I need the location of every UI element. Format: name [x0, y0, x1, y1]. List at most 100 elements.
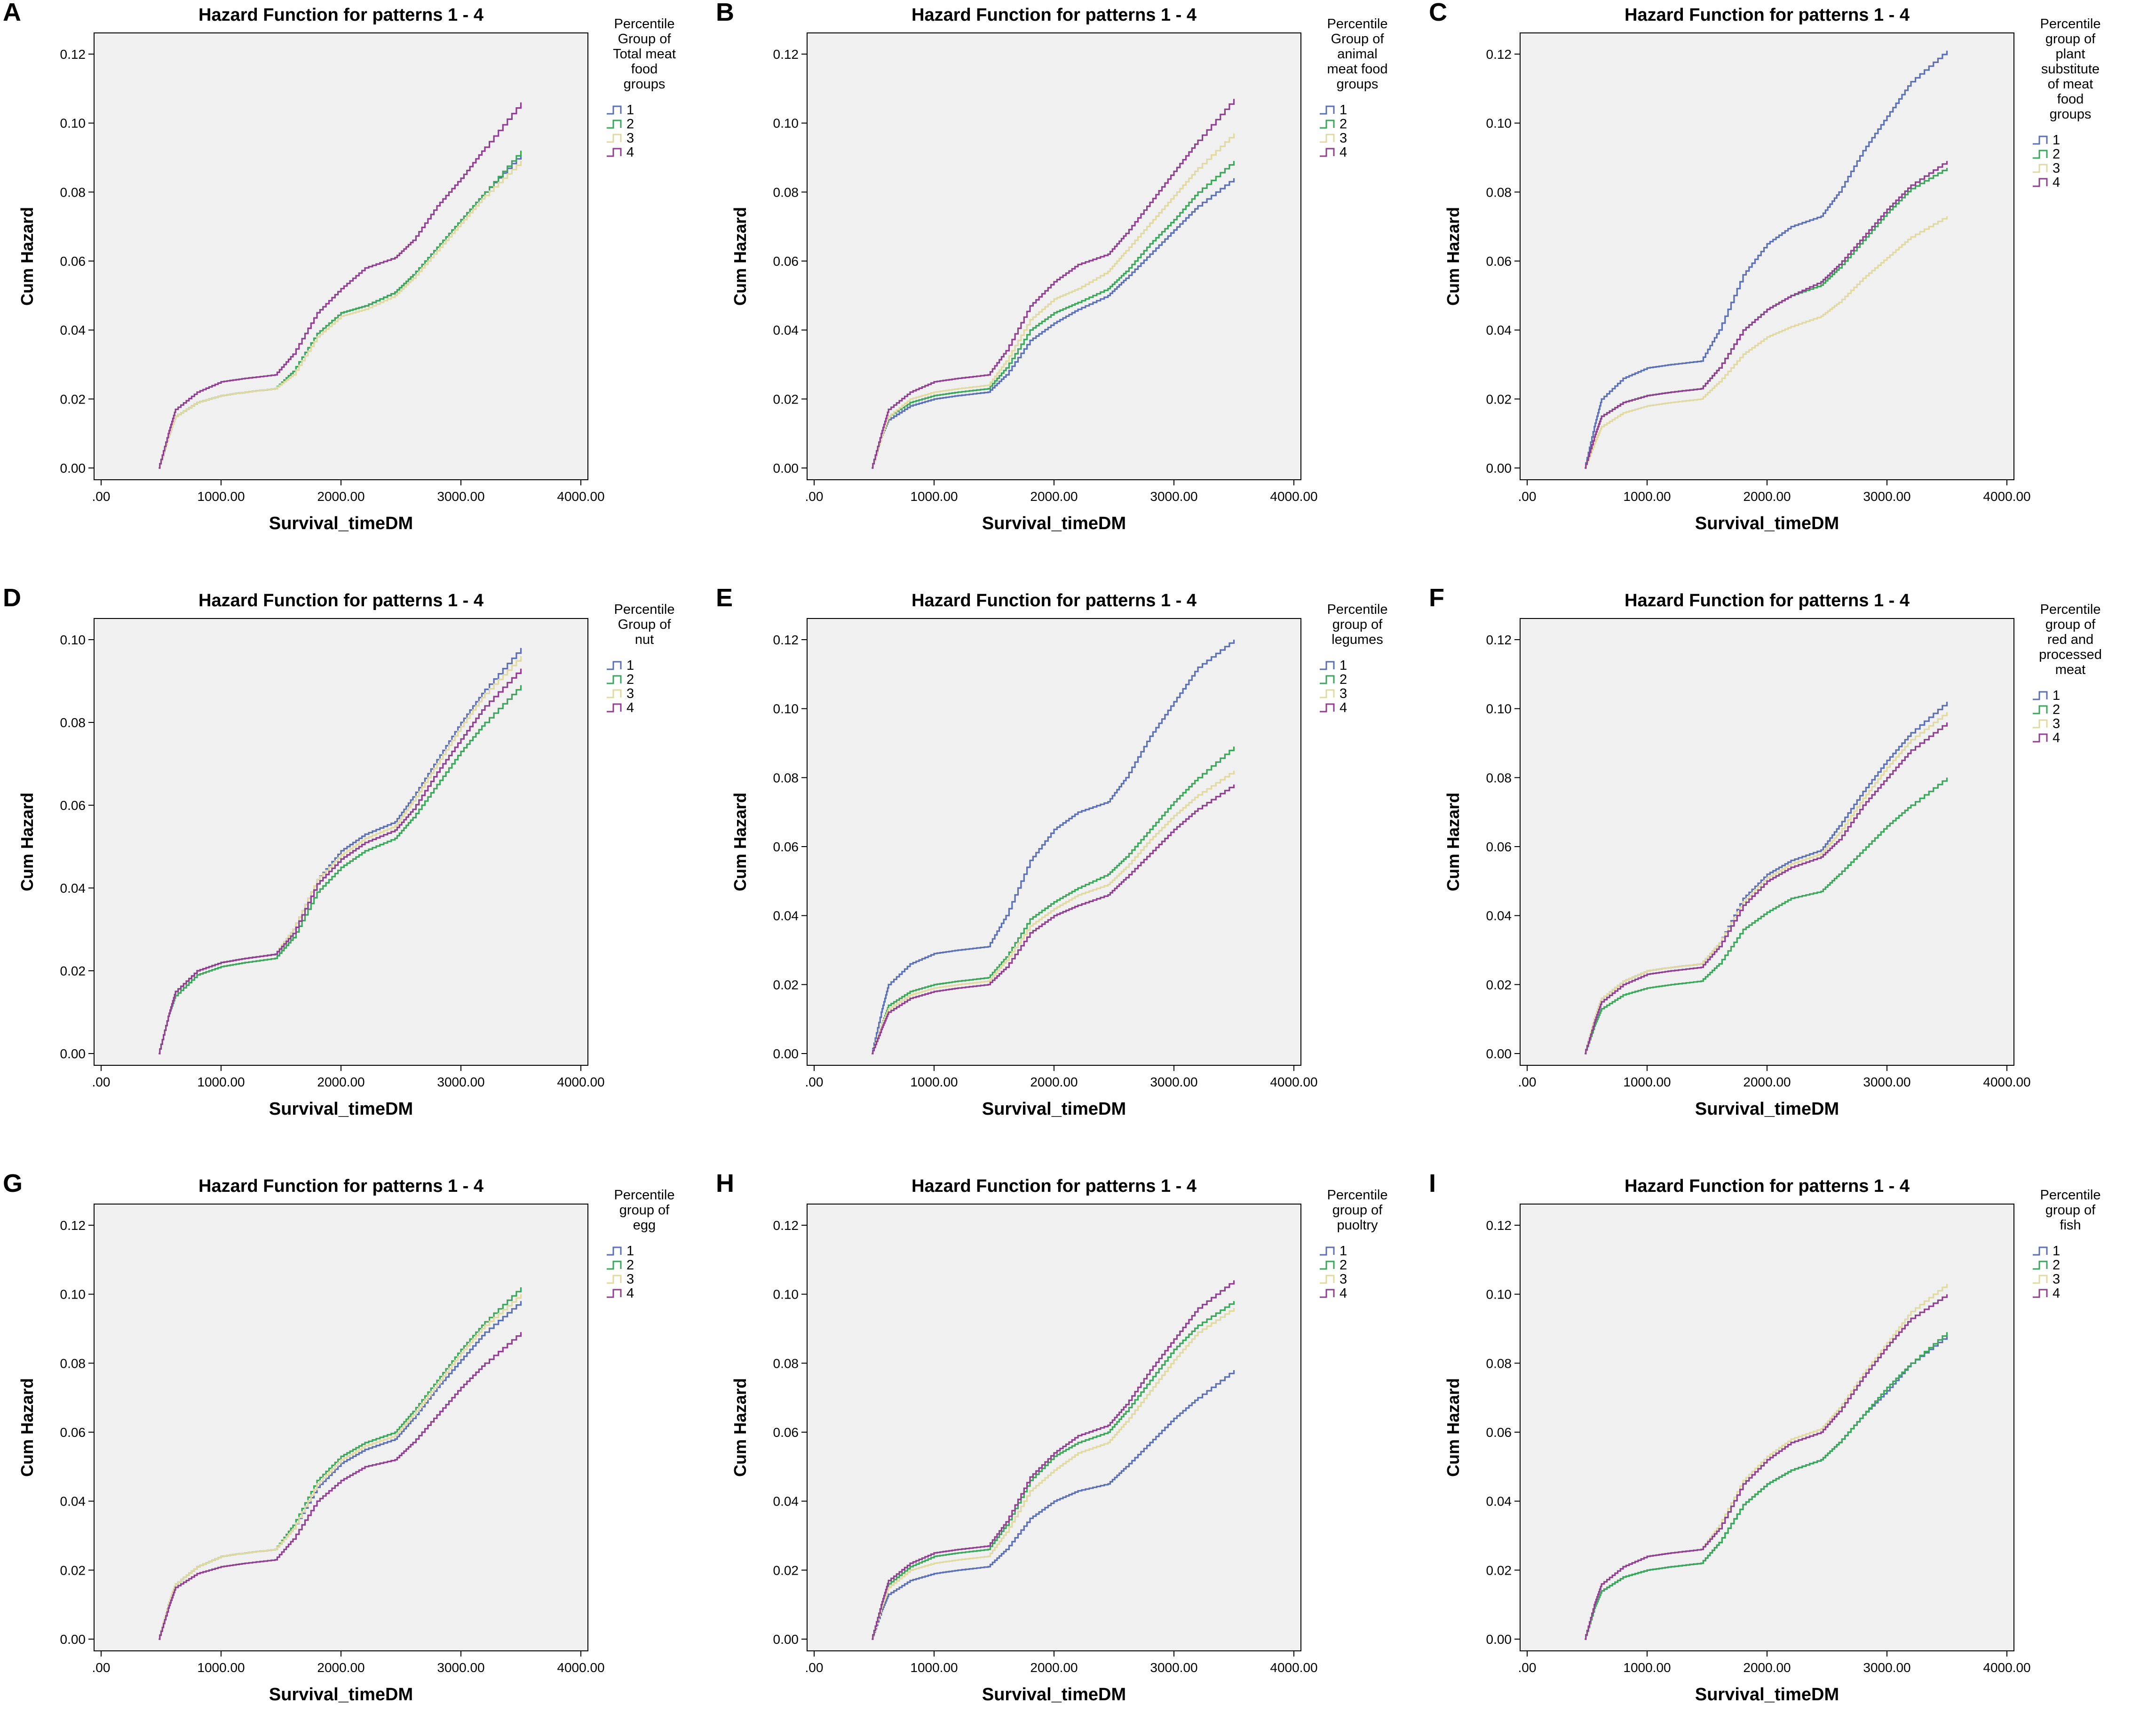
- series-line-1: [872, 178, 1235, 469]
- legend-label: 4: [1339, 700, 1347, 715]
- panel-i: I Hazard Function for patterns 1 - 4 0.00 0…: [1429, 1169, 2100, 1704]
- x-axis-label: Survival_timeDM: [982, 514, 1126, 533]
- legend-swatch-4: [2033, 178, 2048, 187]
- legend-label: 1: [2053, 133, 2060, 148]
- legend-title-line: Group of: [618, 617, 672, 632]
- plot-area: [1520, 618, 2014, 1066]
- x-tick-label: 2000.00: [1743, 489, 1791, 504]
- legend-label: 1: [2053, 688, 2060, 703]
- legend-label: 4: [2053, 175, 2060, 190]
- legend-swatch-3: [1320, 1275, 1335, 1284]
- legend-label: 2: [1339, 672, 1347, 687]
- legend-label: 2: [626, 672, 634, 687]
- x-tick-label: .00: [805, 1660, 824, 1675]
- legend-label: 2: [1339, 1258, 1347, 1273]
- legend-title-line: Group of: [618, 32, 672, 47]
- legend-title-line: legumes: [1332, 632, 1383, 647]
- y-axis-label: Cum Hazard: [1443, 207, 1463, 306]
- y-axis-label: Cum Hazard: [17, 793, 37, 891]
- y-tick-label: 0.12: [1486, 633, 1512, 647]
- x-tick-label: 4000.00: [1983, 1075, 2030, 1089]
- panel-label: G: [3, 1169, 23, 1197]
- x-tick-label: .00: [805, 1075, 824, 1089]
- y-tick-label: 0.12: [1486, 47, 1512, 62]
- x-tick-label: 3000.00: [1863, 489, 1910, 504]
- x-tick-label: 1000.00: [197, 1660, 245, 1675]
- y-tick-label: 0.08: [60, 185, 86, 199]
- y-tick-label: 0.02: [60, 964, 86, 978]
- x-tick-label: 2000.00: [1743, 1075, 1791, 1089]
- legend-swatch-2: [2033, 1260, 2048, 1270]
- x-tick-label: 3000.00: [1150, 1660, 1197, 1675]
- plot-area: [94, 32, 588, 480]
- y-tick-label: 0.00: [1486, 1046, 1512, 1061]
- plot-area: [807, 32, 1301, 480]
- panel-e: E Hazard Function for patterns 1 - 4 0.00 0…: [716, 584, 1387, 1119]
- series-line-4: [1585, 1294, 1948, 1640]
- x-tick-label: 4000.00: [557, 1660, 604, 1675]
- legend-swatch-2: [1320, 119, 1335, 129]
- panel-label: I: [1429, 1169, 1436, 1197]
- legend-title-line: meat: [2055, 662, 2085, 677]
- y-tick-label: 0.06: [1486, 1425, 1512, 1440]
- x-tick-label: 4000.00: [557, 1075, 604, 1089]
- legend-swatch-1: [607, 1246, 622, 1256]
- legend-label: 1: [1339, 1244, 1347, 1259]
- y-tick-label: 0.00: [60, 461, 86, 476]
- legend-swatch-4: [607, 148, 622, 157]
- series-line-3: [872, 1308, 1235, 1640]
- y-tick-label: 0.02: [1486, 977, 1512, 992]
- series-line-4: [159, 1332, 522, 1640]
- panel-b: B Hazard Function for patterns 1 - 4 0.00 0…: [716, 0, 1387, 533]
- y-tick-label: 0.10: [60, 633, 86, 647]
- y-tick-label: 0.04: [1486, 1494, 1512, 1509]
- legend-title-line: group of: [619, 1203, 670, 1218]
- legend-label: 4: [626, 1286, 634, 1301]
- legend-label: 3: [2053, 1272, 2060, 1287]
- legend-title-line: nut: [635, 632, 654, 647]
- series-line-1: [872, 640, 1235, 1054]
- x-axis-label: Survival_timeDM: [1695, 1685, 1839, 1704]
- x-tick-label: .00: [92, 1660, 111, 1675]
- legend-swatch-3: [607, 689, 622, 698]
- legend-title-line: group of: [2045, 1203, 2096, 1218]
- y-tick-label: 0.00: [1486, 461, 1512, 476]
- legend-label: 4: [626, 700, 634, 715]
- y-tick-label: 0.10: [1486, 702, 1512, 716]
- legend-swatch-1: [2033, 691, 2048, 700]
- y-tick-label: 0.06: [773, 1425, 799, 1440]
- legend-label: 3: [626, 131, 634, 146]
- legend-title-line: animal: [1337, 47, 1377, 62]
- y-tick-label: 0.08: [1486, 1356, 1512, 1371]
- legend-label: 3: [1339, 686, 1347, 701]
- legend-swatch-2: [607, 1260, 622, 1270]
- y-tick-label: 0.04: [773, 1494, 799, 1509]
- series-line-2: [872, 161, 1235, 469]
- legend-label: 3: [2053, 161, 2060, 176]
- legend-swatch-1: [1320, 1246, 1335, 1256]
- legend-swatch-4: [607, 1289, 622, 1298]
- legend-label: 4: [1339, 1286, 1347, 1301]
- legend-swatch-4: [1320, 703, 1335, 713]
- chart-title: Hazard Function for patterns 1 - 4: [198, 5, 483, 25]
- x-tick-label: .00: [92, 1075, 111, 1089]
- series-line-3: [1585, 712, 1948, 1054]
- y-tick-label: 0.02: [60, 392, 86, 406]
- legend-label: 1: [1339, 103, 1347, 118]
- legend-title-line: group of: [2045, 617, 2096, 632]
- x-axis-label: Survival_timeDM: [269, 1685, 413, 1704]
- y-tick-label: 0.06: [773, 840, 799, 854]
- y-tick-label: 0.02: [1486, 1563, 1512, 1577]
- x-tick-label: 3000.00: [437, 1660, 484, 1675]
- legend-label: 3: [1339, 1272, 1347, 1287]
- legend-label: 2: [2053, 147, 2060, 162]
- y-tick-label: 0.10: [60, 1287, 86, 1302]
- legend-title-line: of meat: [2048, 77, 2093, 92]
- legend-swatch-2: [2033, 150, 2048, 159]
- legend-label: 1: [1339, 658, 1347, 673]
- x-tick-label: 3000.00: [1150, 1075, 1197, 1089]
- x-tick-label: .00: [1518, 1075, 1537, 1089]
- legend-title-line: Group of: [1331, 32, 1385, 47]
- y-tick-label: 0.08: [1486, 185, 1512, 199]
- legend-swatch-3: [2033, 1275, 2048, 1284]
